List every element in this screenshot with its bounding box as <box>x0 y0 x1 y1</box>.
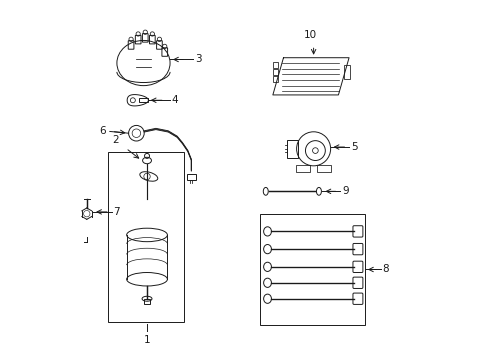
Bar <box>139 99 147 102</box>
Text: 5: 5 <box>350 142 357 152</box>
Bar <box>260 214 364 325</box>
Text: 7: 7 <box>113 207 120 217</box>
Text: 6: 6 <box>99 126 105 136</box>
Text: 10: 10 <box>303 30 316 40</box>
Bar <box>295 166 309 172</box>
Text: 2: 2 <box>112 135 118 145</box>
Text: 8: 8 <box>382 265 388 274</box>
Bar <box>272 69 278 75</box>
Bar <box>272 76 278 82</box>
Text: 4: 4 <box>171 95 178 105</box>
Text: 9: 9 <box>341 186 348 196</box>
Bar <box>317 166 331 172</box>
Bar <box>108 152 184 322</box>
Text: 3: 3 <box>195 54 201 64</box>
Bar <box>187 174 195 180</box>
Bar <box>286 140 297 158</box>
Bar <box>272 62 278 68</box>
Bar <box>144 299 149 304</box>
Text: 1: 1 <box>143 335 150 345</box>
Bar <box>343 65 349 79</box>
